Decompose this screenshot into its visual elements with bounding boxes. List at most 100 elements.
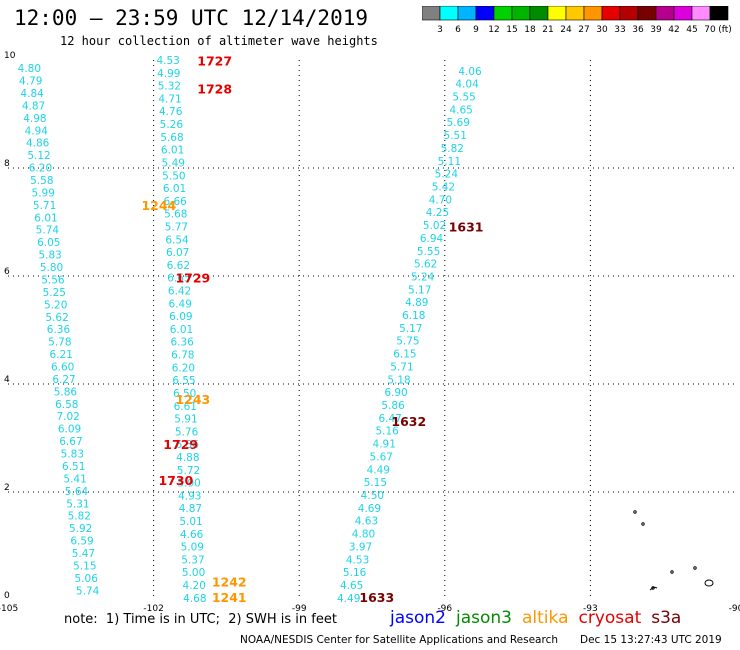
- wave-height-value: 5.99: [32, 187, 55, 199]
- wave-height-value: 5.12: [27, 150, 50, 162]
- colorbar-label: 27: [578, 25, 589, 35]
- colorbar-unit: (ft): [718, 25, 732, 35]
- wave-height-value: 5.58: [30, 175, 53, 187]
- y-tick-label: 8: [4, 159, 10, 169]
- island-outline: [649, 586, 658, 591]
- generated-timestamp: Dec 15 13:27:43 UTC 2019: [580, 634, 722, 646]
- colorbar-label: 42: [668, 25, 679, 35]
- y-tick-label: 0: [4, 591, 10, 601]
- wave-height-value: 4.98: [23, 113, 46, 125]
- wave-height-value: 6.21: [50, 349, 73, 361]
- wave-height-value: 5.67: [370, 451, 393, 463]
- wave-height-value: 4.86: [26, 138, 50, 150]
- wave-height-value: 6.20: [172, 362, 195, 374]
- colorbar-label: 36: [632, 25, 644, 35]
- pass-time-label: 1243: [175, 392, 210, 407]
- pass-time-label: 1633: [359, 590, 394, 605]
- wave-height-value: 5.17: [399, 323, 422, 335]
- wave-height-value: 5.83: [61, 449, 84, 461]
- wave-height-value: 5.31: [66, 498, 89, 510]
- colorbar-label: 70: [704, 25, 716, 35]
- island-outline: [704, 579, 714, 587]
- island-outline: [641, 522, 645, 526]
- wave-height-value: 5.90: [177, 478, 200, 490]
- wave-height-value: 6.66: [163, 196, 187, 208]
- wave-height-value: 4.88: [176, 452, 199, 464]
- wave-height-value: 6.01: [170, 324, 193, 336]
- pass-time-label: 1632: [391, 414, 426, 429]
- wave-height-value: 5.17: [408, 284, 431, 296]
- x-tick-label: -102: [143, 604, 163, 614]
- island-outline: [651, 586, 655, 590]
- wave-height-value: 6.20: [29, 163, 52, 175]
- wave-height-value: 5.82: [441, 143, 464, 155]
- wave-height-value: 5.16: [375, 426, 399, 438]
- wave-height-value: 6.05: [37, 237, 60, 249]
- wave-height-value: 5.26: [160, 119, 184, 131]
- pass-time-label: 1631: [449, 219, 484, 234]
- wave-height-value: 6.51: [62, 461, 85, 473]
- wave-height-value: 5.68: [160, 132, 183, 144]
- wave-height-value: 5.11: [438, 156, 461, 168]
- wave-height-value: 5.92: [69, 523, 92, 535]
- wave-height-value: 4.76: [159, 106, 183, 118]
- wave-height-value: 6.15: [393, 349, 416, 361]
- y-tick-label: 6: [4, 267, 10, 277]
- wave-height-value: 5.64: [65, 486, 89, 498]
- wave-height-value: 4.99: [157, 68, 180, 80]
- wave-height-value: 5.91: [174, 414, 197, 426]
- wave-height-value: 6.47: [378, 413, 401, 425]
- wave-height-value: 5.01: [179, 516, 202, 528]
- wave-height-value: 6.36: [176, 439, 200, 451]
- credit-line: NOAA/NESDIS Center for Satellite Applica…: [240, 634, 558, 646]
- wave-height-value: 6.60: [51, 361, 74, 373]
- wave-height-value: 5.74: [76, 585, 100, 597]
- wave-height-value: 6.09: [58, 424, 81, 436]
- wave-height-value: 4.80: [18, 63, 41, 75]
- units-note: note: 1) Time is in UTC; 2) SWH is in fe…: [64, 612, 337, 627]
- colorbar-label: 15: [506, 25, 517, 35]
- legend-cryosat: cryosat: [578, 608, 642, 628]
- y-tick-label: 2: [4, 483, 10, 493]
- colorbar-label: 3: [437, 25, 443, 35]
- wave-height-value: 6.90: [384, 387, 407, 399]
- wave-height-value: 4.25: [426, 207, 449, 219]
- pass-time-label: 1242: [212, 575, 247, 590]
- colorbar-label: 21: [542, 25, 553, 35]
- wave-height-value: 5.15: [364, 477, 387, 489]
- wave-height-value: 4.91: [373, 439, 396, 451]
- wave-height-value: 6.27: [52, 374, 75, 386]
- wave-height-value: 4.93: [178, 490, 201, 502]
- x-tick-label: -90: [729, 604, 740, 614]
- wave-height-value: 6.18: [402, 310, 425, 322]
- wave-height-value: 5.51: [444, 130, 467, 142]
- pass-time-label: 1729: [163, 437, 198, 452]
- pass-time-label: 1730: [158, 473, 193, 488]
- colorbar-label: 39: [650, 25, 662, 35]
- wave-height-value: 4.71: [158, 93, 181, 105]
- wave-height-value: 4.49: [367, 464, 390, 476]
- wave-height-value: 6.59: [70, 536, 93, 548]
- wave-height-value: 4.04: [455, 79, 479, 91]
- colorbar-label: 45: [686, 25, 697, 35]
- wave-height-value: 6.54: [165, 234, 189, 246]
- wave-height-value: 4.79: [19, 76, 42, 88]
- wave-height-value: 6.01: [34, 212, 57, 224]
- wave-height-value: 7.02: [56, 411, 79, 423]
- wave-height-value: 5.86: [54, 386, 78, 398]
- wave-height-value: 5.37: [181, 554, 204, 566]
- wave-height-value: 6.61: [174, 401, 197, 413]
- legend-altika: altika: [522, 608, 569, 628]
- wave-height-value: 5.74: [36, 225, 60, 237]
- wave-height-value: 5.76: [175, 426, 199, 438]
- y-tick-label: 10: [4, 51, 16, 61]
- colorbar-label: 6: [455, 25, 461, 35]
- wave-height-value: 4.87: [179, 503, 202, 515]
- colorbar-label: 30: [596, 25, 608, 35]
- wave-height-value: 5.78: [48, 337, 71, 349]
- wave-height-value: 5.47: [72, 548, 95, 560]
- wave-height-value: 4.63: [355, 516, 378, 528]
- wave-height-value: 6.50: [173, 388, 196, 400]
- wave-height-value: 5.82: [68, 511, 91, 523]
